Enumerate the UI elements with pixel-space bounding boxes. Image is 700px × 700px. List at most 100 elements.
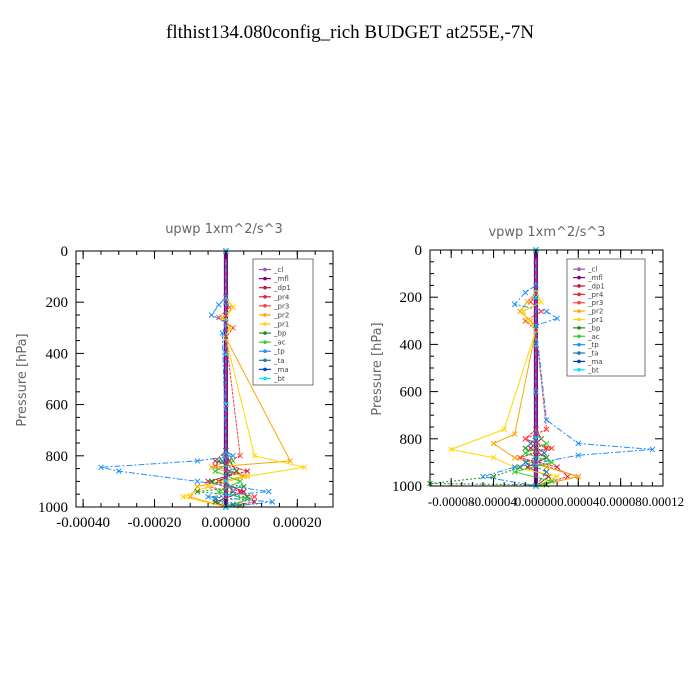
legend-label: _pr2 [273,311,289,319]
data-point [575,473,582,480]
data-point [524,317,531,324]
legend-label: _ac [273,339,286,347]
data-point [219,330,226,336]
legend-marker [577,368,581,372]
data-point [511,301,518,308]
data-point [230,488,236,495]
legend-label: _pr1 [273,321,289,329]
data-point [205,493,211,500]
axes: 0 200 400 600 800 1000 -0.00008-0.000040.00000… [392,243,684,509]
panel-title: vpwp 1xm^2/s^3 [488,225,605,240]
figure-title: flthist134.080config_rich BUDGET at255E,… [166,22,534,43]
data-point [208,312,215,318]
data-point [215,488,222,495]
legend-marker [577,275,581,280]
data-point [522,445,529,452]
data-point [115,468,122,475]
legend-label: _bp [273,330,287,338]
legend-marker [263,313,267,317]
series-line-pr3 [518,250,581,487]
data-point [543,454,550,461]
legend-marker [263,276,267,281]
legend-marker [263,294,267,299]
y-tick-label: 200 [400,290,423,306]
data-point [219,458,226,464]
legend-label: _pr3 [587,299,603,307]
data-point [548,478,555,485]
legend-marker [577,326,581,330]
y-tick-label: 0 [61,244,69,260]
data-point [554,473,560,480]
data-point [448,446,455,453]
data-point [226,468,233,475]
data-point [251,452,258,459]
legend: _cl_mfl_dp1_pr4_pr3_pr2_pr1_bp_ac_tp_ta_… [566,258,646,377]
x-tick-label: 0.00020 [273,515,322,531]
series-line-dp1 [526,250,550,487]
series-line-ta [213,251,235,508]
legend-label: _dp1 [273,284,291,292]
data-point [180,493,186,500]
data-point [301,464,308,471]
y-axis-label: Pressure [hPa] [15,333,30,426]
data-point [543,464,550,470]
series-line-pr3 [207,251,257,508]
axes: 0 200 400 600 800 1000-0.00040 -0.00020 0.00000… [38,244,334,531]
series-line-bp [429,250,548,487]
legend-label: _pr4 [587,291,604,299]
data-point [230,304,236,311]
data-point [244,496,251,503]
data-point [548,459,555,466]
data-point [511,468,518,475]
y-tick-label: 800 [400,432,423,448]
x-tick-label: 0.00000 [515,494,557,509]
data-point [649,446,656,453]
x-tick-label: 0.00008 [600,494,642,509]
legend-label: _ta [273,357,285,365]
legend-marker [263,376,267,381]
data-point [543,440,550,447]
data-point [522,459,529,466]
data-point [223,350,229,357]
data-point [194,458,201,464]
data-point [194,483,201,490]
data-point [543,468,550,475]
data-point [575,440,582,447]
data-point [98,464,104,471]
data-point [490,454,497,461]
x-tick-label: 0.00000 [202,515,251,531]
data-point [541,450,548,456]
x-tick-label: -0.00020 [128,515,182,531]
x-tick-label: 0.00012 [642,494,684,509]
y-tick-label: 1000 [392,479,422,495]
legend-marker [577,300,581,305]
legend-marker [577,284,581,288]
data-point [511,431,518,437]
legend-marker [263,285,267,290]
legend-marker [577,267,581,271]
data-point [520,308,527,315]
data-point [533,294,539,301]
legend-label: _cl [273,266,283,274]
data-point [527,440,534,447]
data-point [490,440,497,447]
data-point [212,468,219,475]
data-point [543,426,550,433]
data-point [223,478,229,485]
data-point [548,445,555,452]
x-tick-label: -0.00008 [428,494,475,509]
data-point [511,454,518,461]
data-point [244,473,251,480]
legend-marker [577,359,581,364]
y-tick-label: 800 [46,449,69,465]
y-tick-label: 600 [400,385,423,401]
data-point [287,458,294,464]
legend-marker [263,367,267,372]
data-point [205,483,211,490]
data-point [233,468,240,475]
legend-label: _mfl [273,275,289,283]
data-point [244,468,251,475]
legend-marker [577,351,581,355]
legend-marker [577,334,581,339]
legend-marker [577,317,581,322]
